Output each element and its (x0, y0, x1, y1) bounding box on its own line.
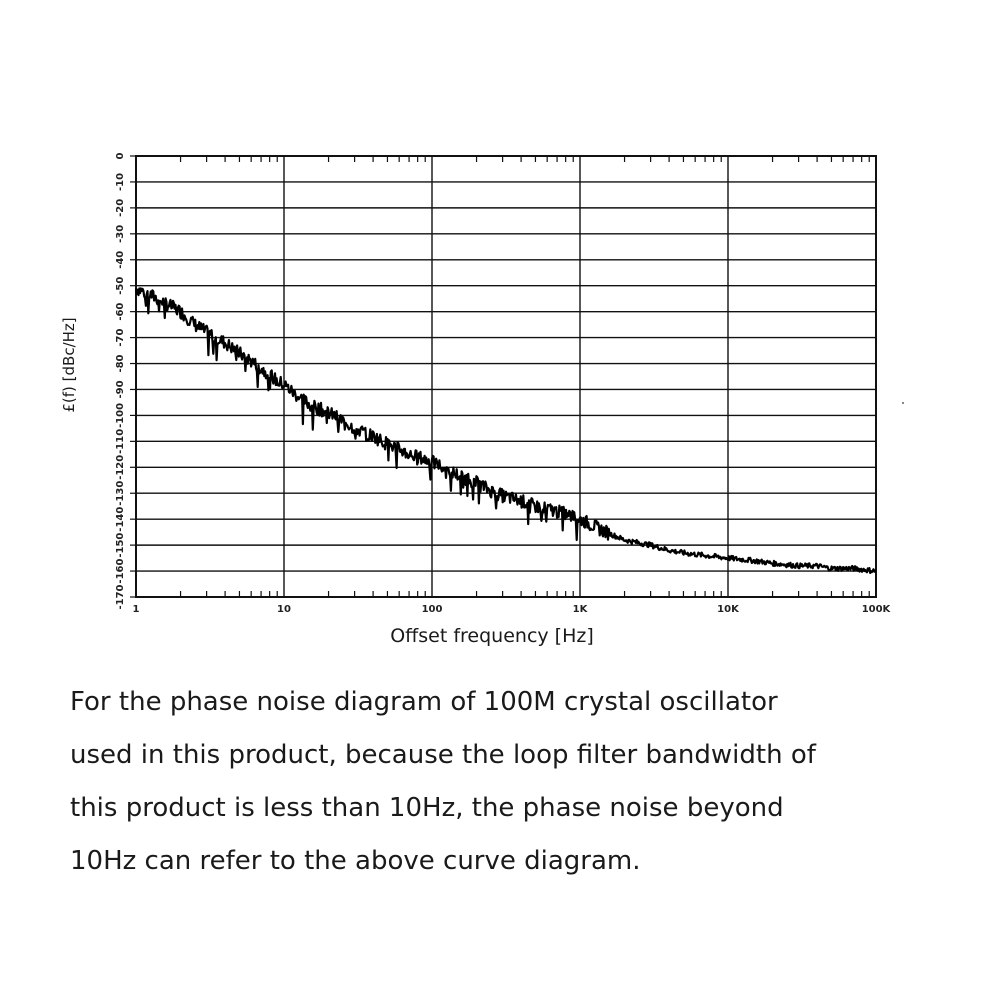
y-tick-label: -60 (115, 303, 126, 321)
plot-frame (135, 155, 877, 598)
grid-layer (130, 155, 877, 598)
chart-svg: 0 -10 -20 -30 -40 -50 -60 -70 -80 -90 -100-110-120… (60, 152, 892, 647)
y-tick-label: -70 (115, 329, 126, 347)
series-layer (134, 287, 877, 574)
caption-line-1: For the phase noise diagram of 100M crys… (70, 687, 778, 717)
stray-mark (902, 402, 904, 404)
x-axis-title: Offset frequency [Hz] (390, 625, 594, 647)
y-tick-label: -150 (115, 533, 126, 558)
y-tick-label: -40 (115, 251, 126, 269)
x-tick-label: 100K (862, 604, 892, 615)
y-tick-label: -50 (115, 277, 126, 295)
x-tick-labels: 1 10 100 1K 10K 100K (133, 604, 892, 615)
y-tick-label: -110 (115, 429, 126, 454)
phase-noise-chart: 0 -10 -20 -30 -40 -50 -60 -70 -80 -90 -100 -110 -120… (60, 152, 904, 647)
y-axis-title: £(f) [dBc/Hz] (60, 317, 78, 412)
caption-line-4: 10Hz can refer to the above curve diagra… (70, 846, 641, 876)
y-tick-label: -170 (115, 584, 126, 609)
y-tick-label: -120 (115, 455, 126, 480)
y-tick-label: -30 (115, 225, 126, 243)
y-tick-label: -100 (115, 403, 126, 428)
x-tick-label: 100 (422, 604, 443, 615)
x-tick-label: 10K (717, 604, 740, 615)
y-tick-label: -140 (115, 507, 126, 532)
x-tick-label: 1 (133, 604, 140, 615)
y-tick-label: -130 (115, 481, 126, 506)
y-tick-label: -160 (115, 559, 126, 584)
x-tick-label: 1K (573, 604, 589, 615)
y-tick-label: -90 (115, 380, 126, 398)
y-tick-label: -20 (115, 199, 126, 217)
caption-line-2: used in this product, because the loop f… (70, 740, 816, 770)
y-tick-labels: 0 -10 -20 -30 -40 -50 -60 -70 -80 -90 -100-110-120… (115, 152, 126, 609)
y-tick-label: -80 (115, 354, 126, 372)
phase-noise-curve (134, 287, 877, 574)
plot-border (135, 155, 877, 598)
caption-text: For the phase noise diagram of 100M crys… (70, 676, 950, 888)
y-tick-label: -10 (115, 173, 126, 191)
x-tick-label: 10 (277, 604, 291, 615)
y-tick-label: 0 (115, 152, 126, 159)
caption-line-3: this product is less than 10Hz, the phas… (70, 793, 784, 823)
